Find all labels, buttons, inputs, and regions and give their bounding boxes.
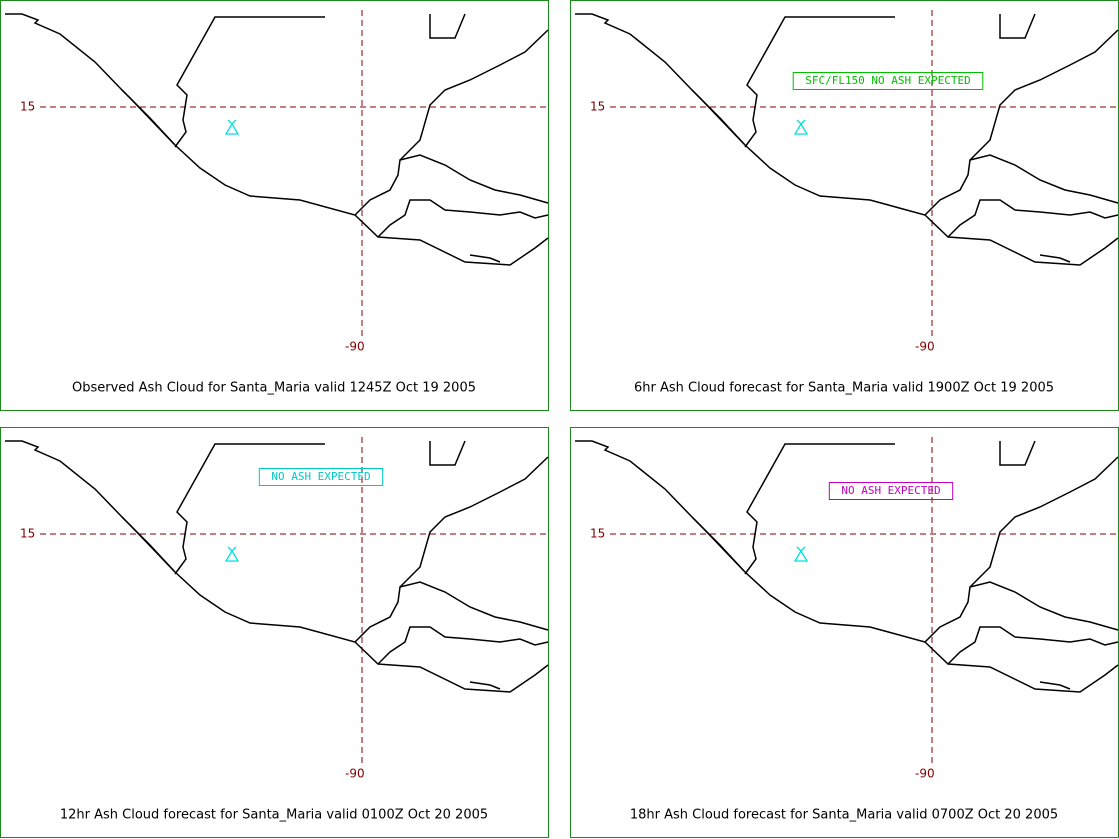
longitude-label: -90 [915,767,935,781]
annotation-box [258,468,384,486]
latitude-label: 15 [20,527,35,541]
panel-border [0,0,549,411]
map-panel: 15 -90 NO ASH EXPECTED 18hr Ash Cloud forec… [570,427,1119,838]
annotation-box [792,72,984,90]
latitude-label: 15 [20,100,35,114]
annotation-box [828,482,954,500]
map-panel: 15 -90 Observed Ash Cloud for Santa_Maria … [0,0,549,411]
map-panel: 15 -90 NO ASH EXPECTED 12hr Ash Cloud forec… [0,427,549,838]
panel-border [0,427,549,838]
panel-border [570,427,1119,838]
map-caption: 6hr Ash Cloud forecast for Santa_Maria v… [634,381,1054,396]
longitude-label: -90 [345,767,365,781]
annotation-text: NO ASH EXPECTED [271,470,370,483]
map-caption: 12hr Ash Cloud forecast for Santa_Maria … [60,808,488,823]
map-caption: 18hr Ash Cloud forecast for Santa_Maria … [630,808,1058,823]
latitude-label: 15 [590,100,605,114]
map-caption: Observed Ash Cloud for Santa_Maria valid… [72,381,476,396]
panel-border [570,0,1119,411]
longitude-label: -90 [345,340,365,354]
map-panel: 15 -90 SFC/FL150 NO ASH EXPECTED 6hr Ash Cl… [570,0,1119,411]
latitude-label: 15 [590,527,605,541]
annotation-text: NO ASH EXPECTED [841,484,940,497]
longitude-label: -90 [915,340,935,354]
annotation-text: SFC/FL150 NO ASH EXPECTED [805,74,971,87]
